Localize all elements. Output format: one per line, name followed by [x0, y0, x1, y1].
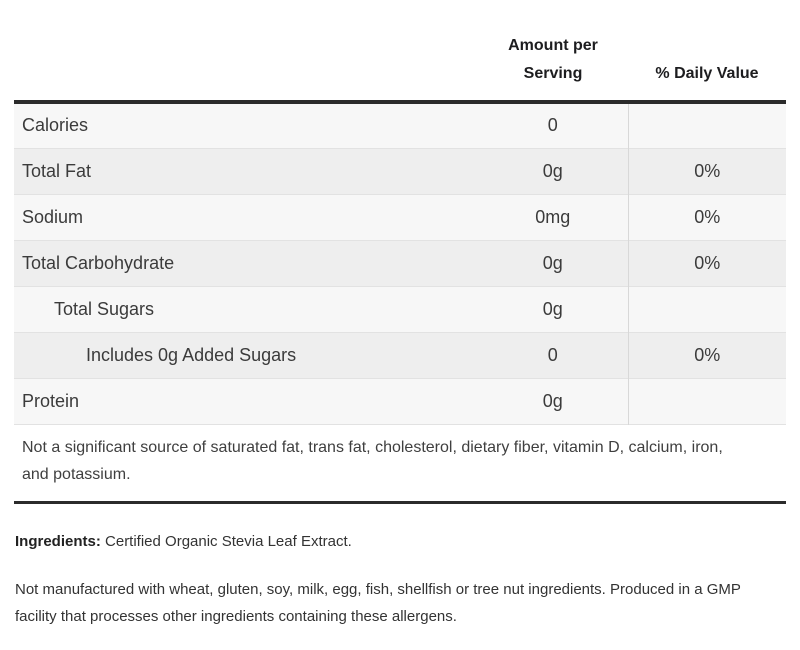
nutrient-daily-value: 0% — [627, 193, 786, 240]
nutrient-daily-value — [627, 377, 786, 424]
allergen-note: Not manufactured with wheat, gluten, soy… — [15, 580, 741, 625]
table-row-added-sugars: Includes 0g Added Sugars 0 0% — [14, 331, 786, 378]
ingredients-text: Certified Organic Stevia Leaf Extract. — [105, 532, 352, 550]
nutrition-table: Amount per Serving % Daily Value Calorie… — [14, 14, 786, 504]
nutrient-amount: 0g — [478, 147, 628, 194]
nutrient-daily-value: 0% — [627, 147, 786, 194]
amount-per-serving-header: Amount per Serving — [478, 14, 628, 104]
daily-value-header: % Daily Value — [628, 14, 786, 104]
nutrient-label: Total Fat — [14, 147, 478, 194]
nutrient-label: Calories — [14, 101, 478, 148]
nutrient-amount: 0mg — [478, 193, 628, 240]
nutrient-amount: 0g — [478, 285, 628, 332]
footnote-text: Not a significant source of saturated fa… — [22, 438, 723, 483]
nutrient-label: Total Carbohydrate — [14, 239, 478, 286]
ingredients-label: Ingredients: — [15, 532, 101, 550]
nutrient-column-header — [14, 14, 478, 104]
nutrient-amount: 0 — [478, 331, 628, 378]
table-row-protein: Protein 0g — [14, 377, 786, 424]
table-row-total-fat: Total Fat 0g 0% — [14, 147, 786, 194]
footnote-row: Not a significant source of saturated fa… — [14, 423, 786, 504]
table-row-total-carbohydrate: Total Carbohydrate 0g 0% — [14, 239, 786, 286]
nutrient-label: Sodium — [14, 193, 478, 240]
nutrient-daily-value: 0% — [627, 239, 786, 286]
nutrient-amount: 0g — [478, 377, 628, 424]
nutrient-daily-value: 0% — [627, 331, 786, 378]
nutrient-label: Includes 0g Added Sugars — [14, 331, 478, 378]
table-header-row: Amount per Serving % Daily Value — [14, 14, 786, 104]
table-row-calories: Calories 0 — [14, 101, 786, 148]
ingredients-line: Ingredients: Certified Organic Stevia Le… — [15, 531, 785, 553]
nutrient-label: Protein — [14, 377, 478, 424]
nutrient-daily-value — [627, 285, 786, 332]
nutrient-amount: 0 — [478, 101, 628, 148]
nutrient-amount: 0g — [478, 239, 628, 286]
nutrient-label: Total Sugars — [14, 285, 478, 332]
table-row-sodium: Sodium 0mg 0% — [14, 193, 786, 240]
table-row-total-sugars: Total Sugars 0g — [14, 285, 786, 332]
nutrient-daily-value — [627, 101, 786, 148]
